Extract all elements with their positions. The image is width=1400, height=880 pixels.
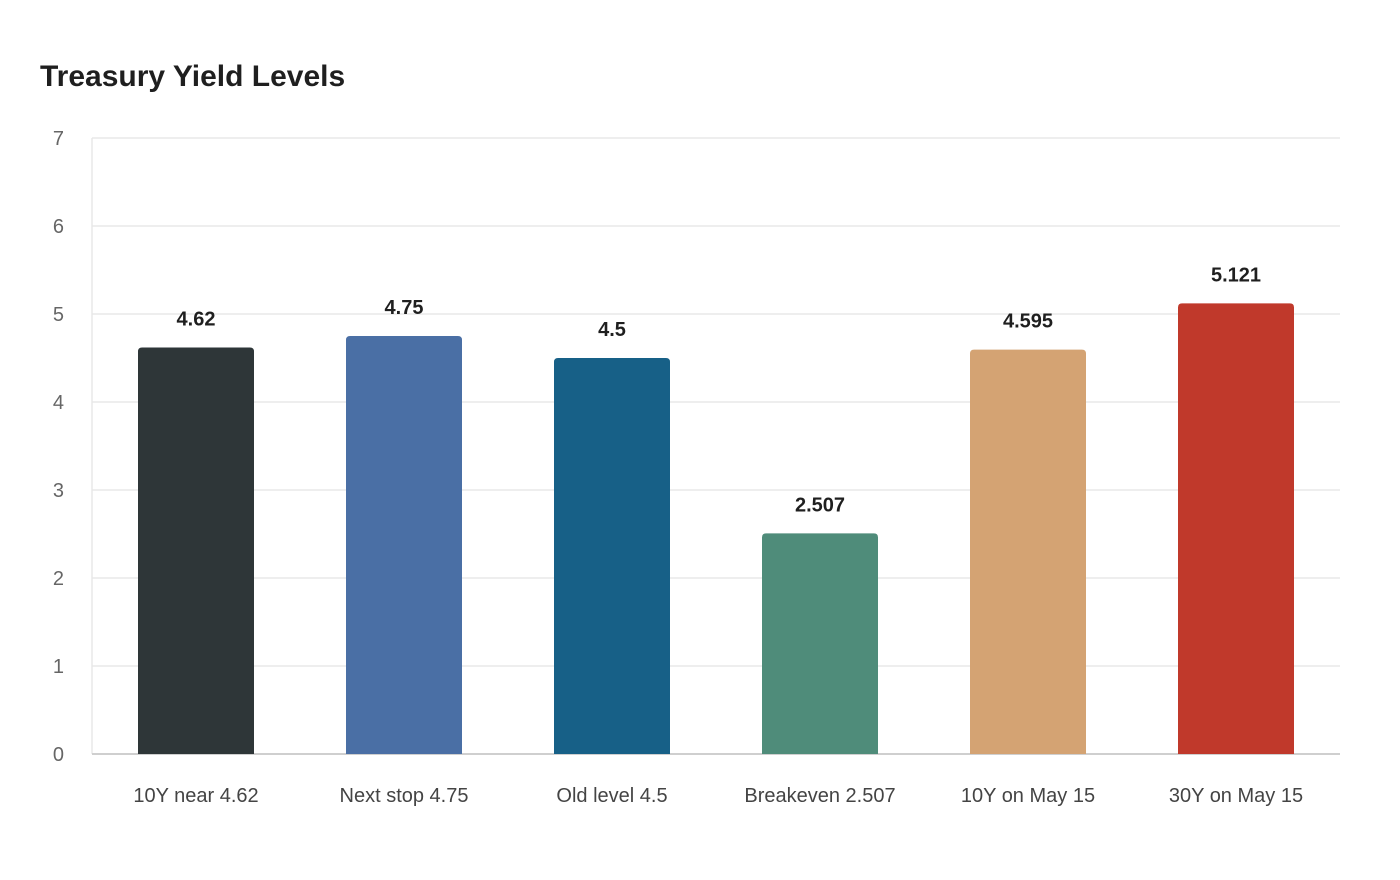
bar	[554, 358, 670, 754]
x-category-label: 10Y near 4.62	[133, 785, 258, 807]
x-category-label: Breakeven 2.507	[744, 785, 895, 807]
x-category-label: Old level 4.5	[556, 785, 667, 807]
bar	[762, 533, 878, 754]
bar	[1178, 303, 1294, 754]
y-tick-label: 3	[53, 480, 64, 502]
y-tick-label: 5	[53, 304, 64, 326]
bar-value-label: 4.5	[598, 319, 626, 341]
x-category-label: 30Y on May 15	[1169, 785, 1303, 807]
y-tick-label: 6	[53, 216, 64, 238]
x-category-label: Next stop 4.75	[340, 785, 469, 807]
bar	[970, 349, 1086, 754]
y-tick-label: 7	[53, 128, 64, 150]
y-tick-label: 2	[53, 568, 64, 590]
x-category-label: 10Y on May 15	[961, 785, 1095, 807]
chart-title: Treasury Yield Levels	[40, 60, 346, 93]
bar-value-label: 5.121	[1211, 264, 1261, 286]
y-tick-label: 0	[53, 744, 64, 766]
y-tick-label: 4	[53, 392, 64, 414]
bar-value-label: 2.507	[795, 494, 845, 516]
bar-value-label: 4.75	[385, 297, 424, 319]
bar	[138, 347, 254, 754]
y-tick-label: 1	[53, 656, 64, 678]
bar-value-label: 4.595	[1003, 311, 1053, 333]
bar-value-label: 4.62	[177, 308, 216, 330]
bar	[346, 336, 462, 754]
